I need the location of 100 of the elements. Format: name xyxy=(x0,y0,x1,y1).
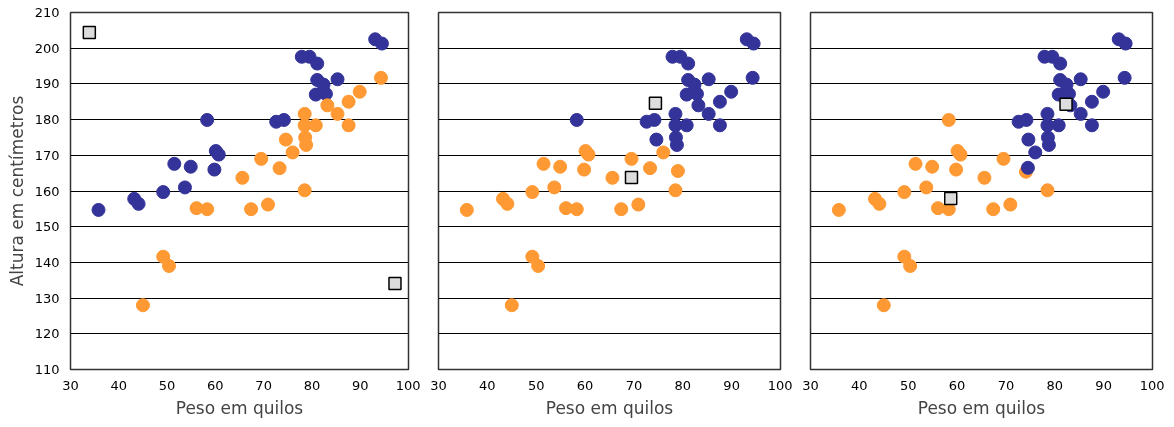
point xyxy=(668,183,683,198)
point xyxy=(1040,106,1055,121)
x-tick-label: 70 xyxy=(255,377,272,393)
point xyxy=(278,132,293,147)
point xyxy=(260,197,275,212)
x-tick-label: 100 xyxy=(395,377,421,393)
point xyxy=(531,258,546,273)
point xyxy=(272,161,287,176)
point xyxy=(996,151,1011,166)
point xyxy=(320,98,335,113)
point xyxy=(712,94,727,109)
x-tick-label: 70 xyxy=(625,377,643,393)
point xyxy=(656,145,671,160)
point xyxy=(459,202,474,217)
point xyxy=(831,202,846,217)
point xyxy=(897,185,912,200)
point xyxy=(308,118,323,133)
x-axis-title: Peso em quilos xyxy=(175,397,304,418)
point xyxy=(925,159,940,174)
y-tick-label: 170 xyxy=(34,147,60,163)
point xyxy=(553,159,568,174)
y-tick-label: 130 xyxy=(34,290,60,306)
point xyxy=(1096,84,1111,99)
y-tick-label: 160 xyxy=(34,183,60,199)
point xyxy=(1059,97,1073,111)
point xyxy=(577,162,592,177)
point xyxy=(373,70,388,85)
point xyxy=(244,202,259,217)
point xyxy=(724,84,739,99)
point xyxy=(297,106,312,121)
point xyxy=(569,112,584,127)
point xyxy=(949,162,964,177)
point xyxy=(1003,197,1018,212)
y-tick-label: 110 xyxy=(34,362,60,377)
point xyxy=(200,112,215,127)
point xyxy=(374,36,389,51)
x-tick-label: 100 xyxy=(1139,377,1165,393)
point xyxy=(525,185,540,200)
point xyxy=(341,118,356,133)
point xyxy=(1073,106,1088,121)
point xyxy=(903,258,918,273)
x-tick-label: 100 xyxy=(767,377,793,393)
point xyxy=(177,180,192,195)
x-tick-label: 90 xyxy=(351,377,369,393)
x-tick-label: 50 xyxy=(158,377,176,393)
point xyxy=(679,118,694,133)
point xyxy=(330,106,345,121)
point xyxy=(876,298,891,313)
point xyxy=(211,147,226,162)
point xyxy=(624,170,639,185)
x-tick-label: 90 xyxy=(723,377,740,393)
point xyxy=(536,156,551,171)
point xyxy=(1084,94,1099,109)
point xyxy=(670,164,685,178)
x-tick-label: 60 xyxy=(948,377,966,393)
y-axis-title: Altura em centímetros xyxy=(6,95,27,287)
point xyxy=(341,94,356,109)
point xyxy=(919,180,934,195)
y-tick-label: 190 xyxy=(34,76,60,92)
point xyxy=(352,84,367,99)
y-tick-label: 120 xyxy=(34,326,60,342)
y-tick-label: 210 xyxy=(34,5,60,20)
y-tick-label: 200 xyxy=(34,40,60,56)
point xyxy=(1020,160,1035,175)
point xyxy=(1019,112,1034,127)
point xyxy=(91,202,106,217)
point xyxy=(648,96,663,110)
point xyxy=(569,202,584,217)
point xyxy=(330,72,345,87)
point xyxy=(156,185,171,200)
point xyxy=(953,147,968,162)
point xyxy=(276,112,291,127)
point xyxy=(525,249,540,264)
point xyxy=(681,56,696,71)
point xyxy=(624,151,639,166)
point xyxy=(1117,70,1132,85)
x-tick-label: 60 xyxy=(207,377,224,393)
point xyxy=(649,132,664,147)
x-tick-label: 80 xyxy=(1046,377,1064,393)
point xyxy=(701,72,716,87)
point xyxy=(131,196,146,211)
point xyxy=(547,180,562,195)
point xyxy=(135,298,150,313)
point xyxy=(183,159,198,174)
point xyxy=(897,249,912,264)
y-tick-label: 140 xyxy=(34,254,60,270)
point xyxy=(691,98,706,113)
point xyxy=(1021,132,1036,147)
point xyxy=(500,196,515,211)
point xyxy=(746,36,761,51)
x-axis-title: Peso em quilos xyxy=(917,397,1046,418)
x-tick-label: 80 xyxy=(674,377,692,393)
point xyxy=(297,183,312,198)
point xyxy=(310,56,325,71)
x-tick-label: 80 xyxy=(303,377,321,393)
x-axis-title: Peso em quilos xyxy=(545,397,674,418)
point xyxy=(1040,183,1055,198)
point xyxy=(82,25,97,40)
x-tick-label: 40 xyxy=(851,377,868,393)
point xyxy=(162,258,176,273)
